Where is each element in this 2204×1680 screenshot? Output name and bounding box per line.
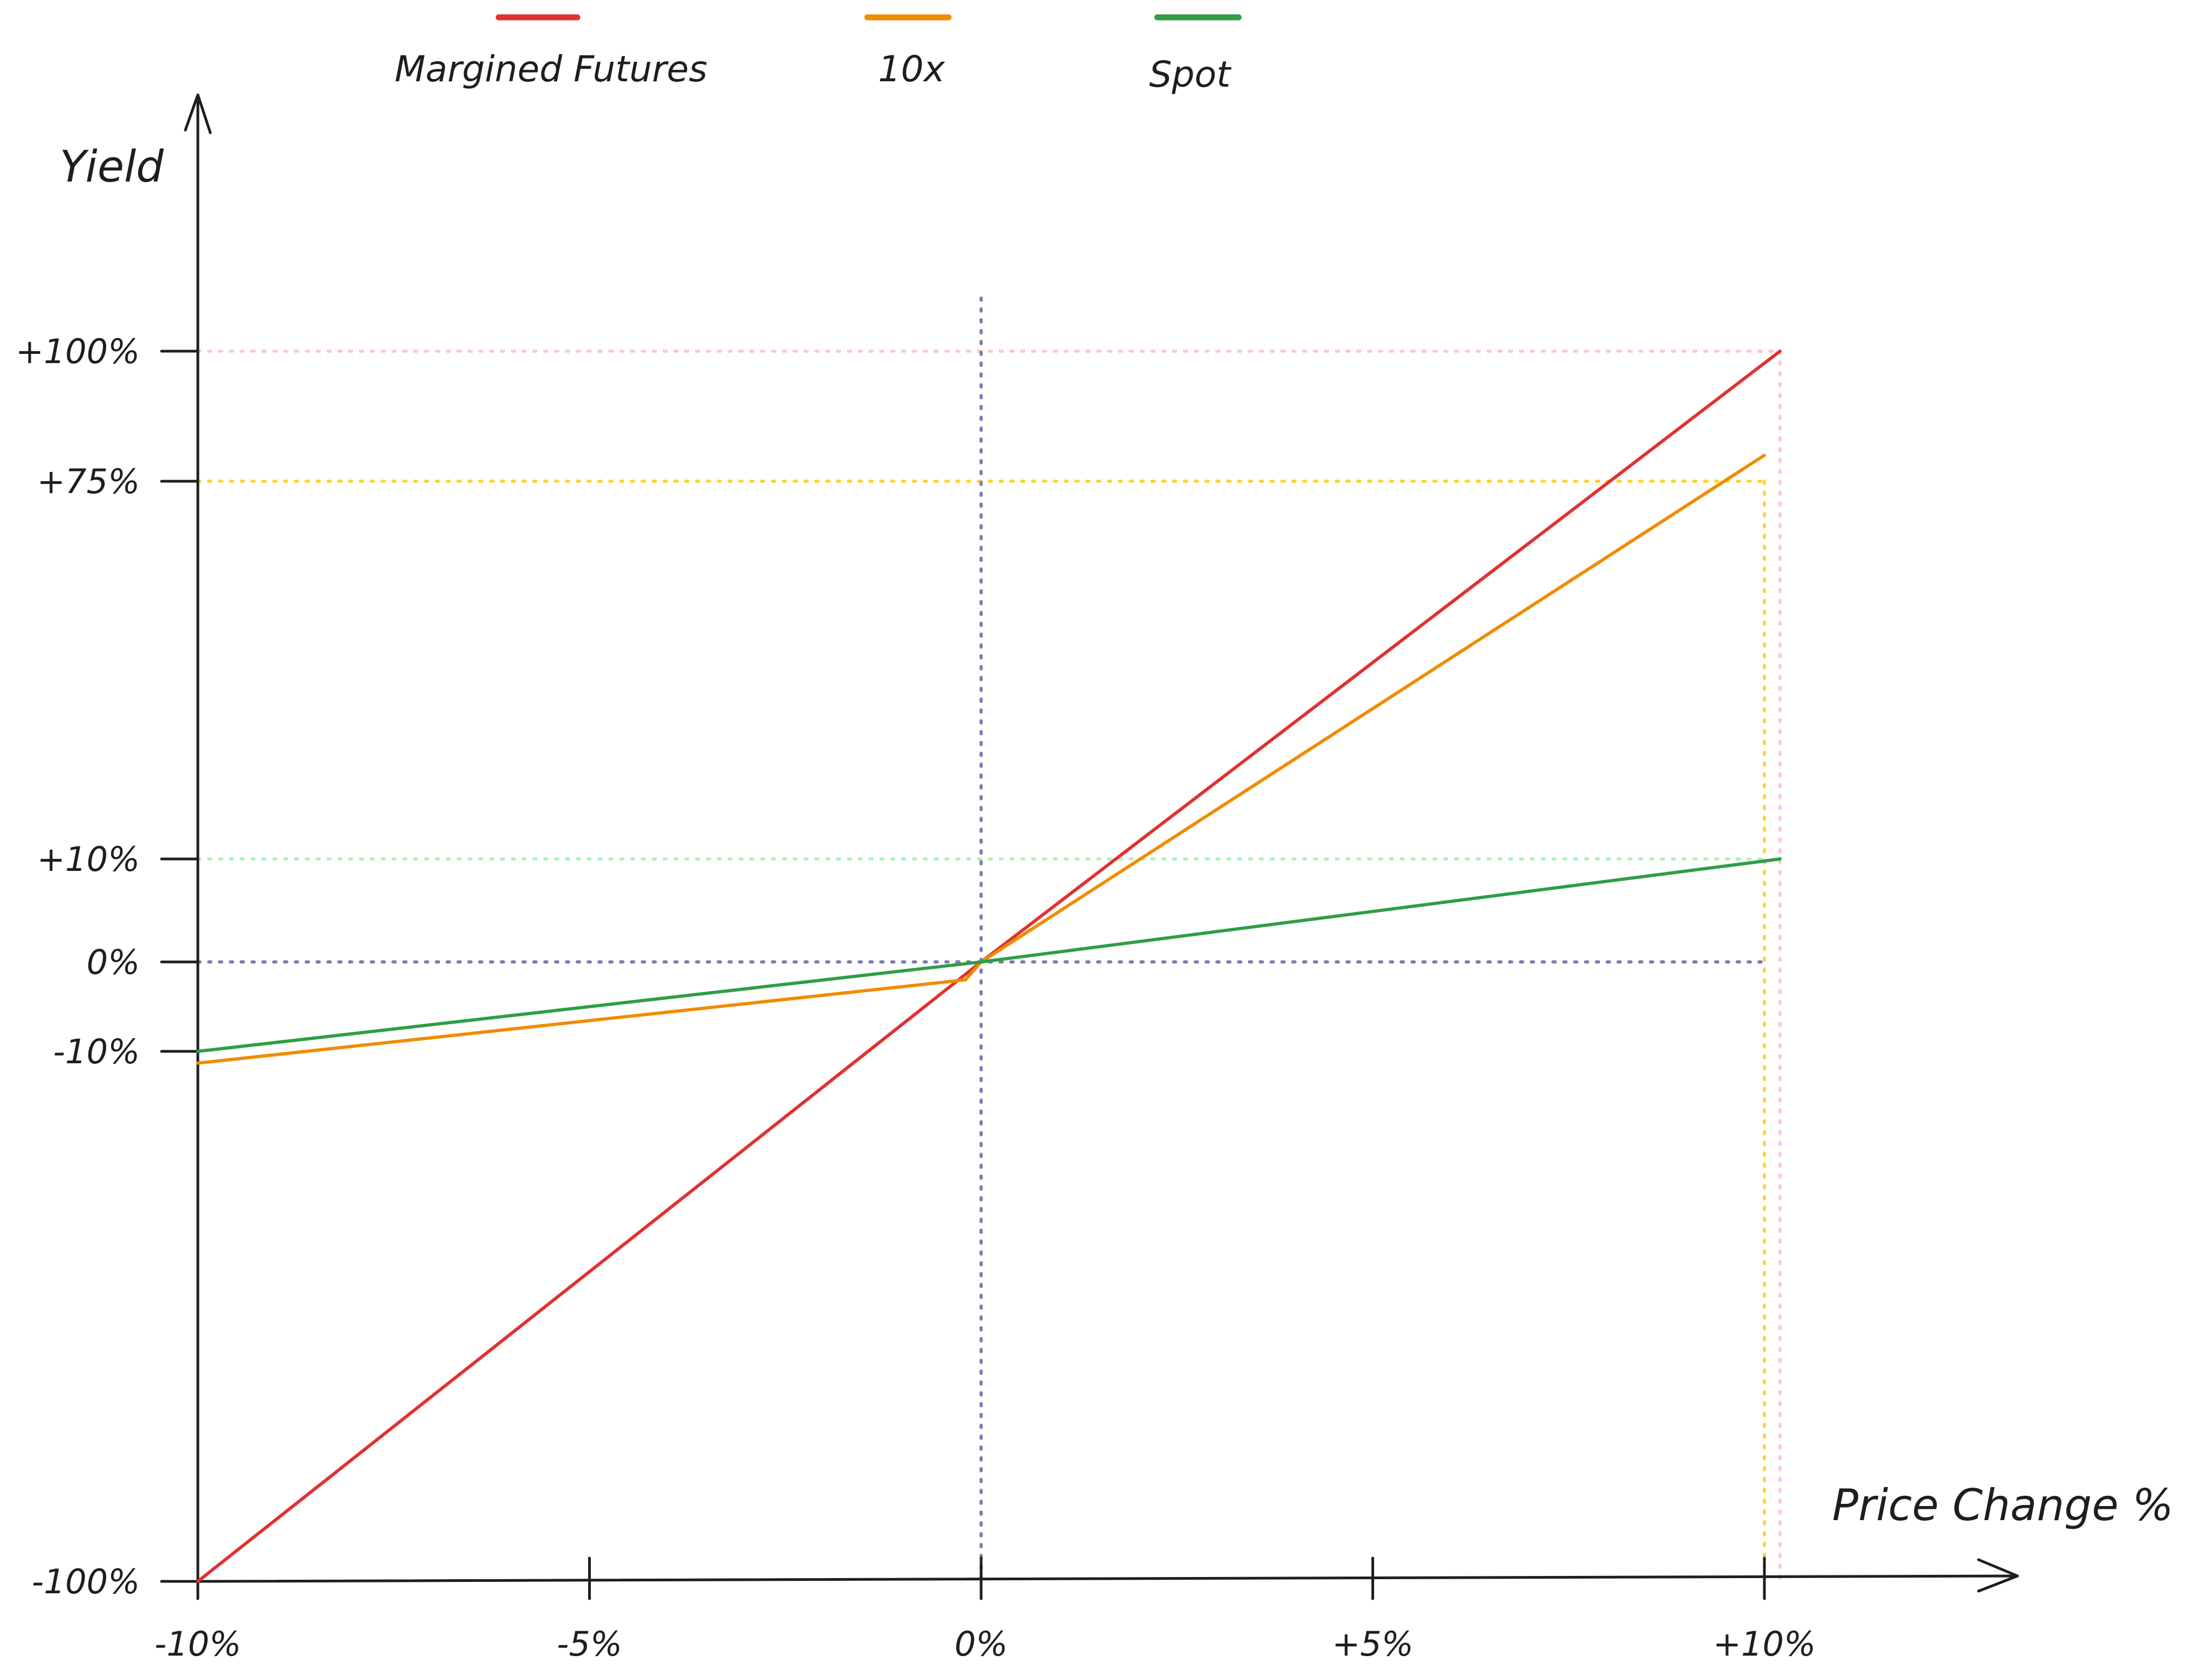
y-tick-label-5: -100% — [31, 1562, 140, 1601]
x-tick-label-2: 0% — [955, 1624, 1008, 1664]
guide-lines — [196, 296, 1782, 1583]
x-tick-label-3: +5% — [1332, 1624, 1413, 1664]
series-line-margined-futures — [196, 350, 1782, 1583]
y-tick-label-4: -10% — [53, 1032, 140, 1071]
x-axis-title: Price Change % — [1832, 1480, 2174, 1530]
legend-label-2: Spot — [1149, 54, 1232, 95]
legend-label-0: Margined Futures — [395, 48, 707, 90]
ticks: -10% -5% 0% +5% +10% +100% +75% +10% 0% -10% -100% — [16, 332, 1816, 1664]
series-line-10x — [196, 454, 1766, 1065]
series-line-spot — [196, 857, 1782, 1053]
x-axis-line — [196, 1574, 2018, 1583]
y-axis-title: Yield — [60, 141, 164, 192]
x-tick-label-0: -10% — [154, 1624, 241, 1664]
x-tick-label-1: -5% — [557, 1624, 622, 1664]
x-axis-arrow-icon — [1977, 1558, 2019, 1593]
y-tick-label-1: +75% — [37, 462, 140, 501]
y-tick-label-0: +100% — [16, 332, 140, 371]
x-tick-label-4: +10% — [1713, 1624, 1816, 1664]
axes — [184, 93, 2019, 1593]
legend-label-1: 10x — [878, 48, 945, 90]
series-lines — [196, 350, 1782, 1583]
legend: Margined Futures 10x Spot — [395, 14, 1242, 95]
y-tick-label-2: +10% — [37, 839, 140, 879]
y-tick-label-3: 0% — [87, 942, 140, 982]
y-axis-arrow-icon — [184, 93, 212, 134]
